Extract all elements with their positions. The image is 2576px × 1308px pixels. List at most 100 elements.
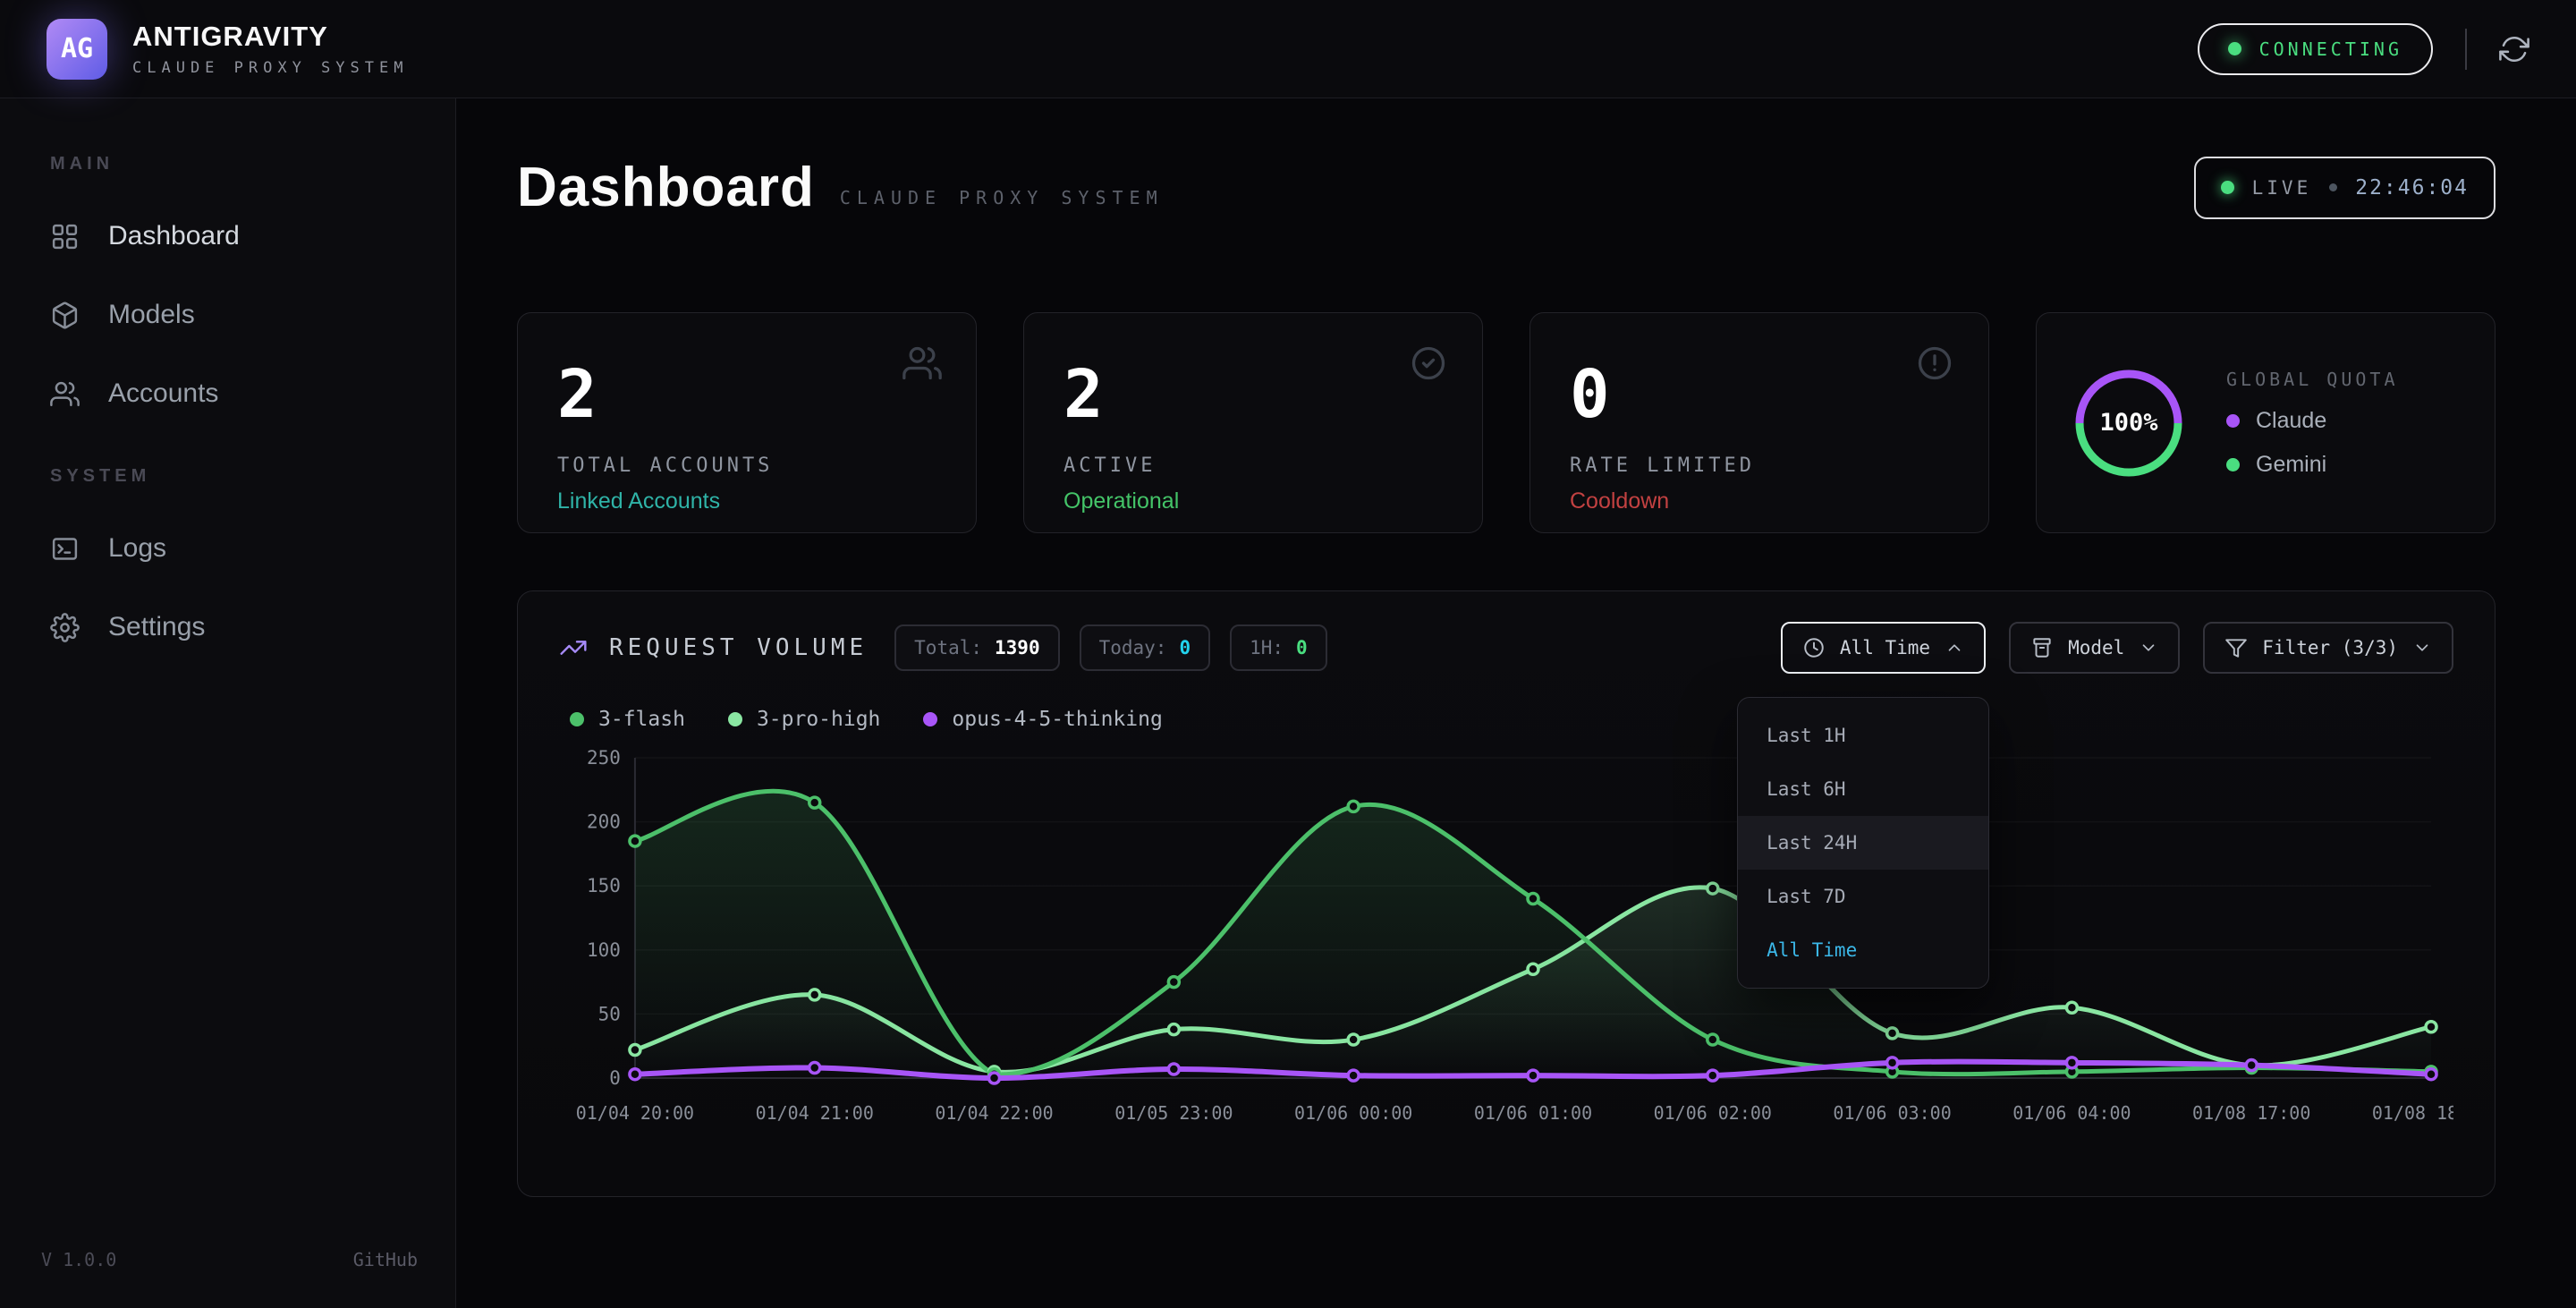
legend-item-opus-4-5-thinking: opus-4-5-thinking bbox=[923, 708, 1162, 731]
users-icon bbox=[902, 344, 942, 387]
nav-section: MAIN Dashboard Models Accounts bbox=[41, 154, 418, 423]
time-range-dropdown: Last 1HLast 6HLast 24HLast 7DAll Time bbox=[1737, 697, 1989, 989]
alert-circle-icon bbox=[1915, 344, 1954, 387]
dropdown-item-last-6h[interactable]: Last 6H bbox=[1738, 762, 1988, 816]
quota-percent: 100% bbox=[2069, 363, 2189, 483]
archive-icon bbox=[2030, 636, 2054, 659]
request-volume-panel: REQUEST VOLUME Total:1390Today:01H:0 All… bbox=[517, 590, 2496, 1197]
stat-value: 2 bbox=[557, 361, 936, 428]
sidebar-item-label: Models bbox=[108, 300, 195, 330]
legend-dot bbox=[728, 712, 742, 726]
svg-text:01/08 18:00: 01/08 18:00 bbox=[2372, 1102, 2453, 1124]
stat-value: 0 bbox=[1570, 361, 1949, 428]
stat-badge-today: Today:0 bbox=[1080, 624, 1211, 671]
stat-sublabel: Cooldown bbox=[1570, 488, 1949, 514]
app-header: AG ANTIGRAVITY CLAUDE PROXY SYSTEM CONNE… bbox=[0, 0, 2576, 98]
quota-legend-gemini: Gemini bbox=[2226, 452, 2399, 478]
header-divider bbox=[2465, 29, 2467, 70]
svg-text:01/04 22:00: 01/04 22:00 bbox=[935, 1102, 1053, 1124]
request-volume-chart: 0 50 100 150 200 250 01/04 20:00 01/04 21:00 01/… bbox=[559, 740, 2453, 1134]
github-link[interactable]: GitHub bbox=[353, 1249, 418, 1270]
filter-button[interactable]: Filter (3/3) bbox=[2203, 622, 2453, 674]
refresh-icon bbox=[2499, 34, 2529, 64]
legend-dot bbox=[570, 712, 584, 726]
chevron-up-icon bbox=[1945, 638, 1964, 658]
legend-item-3-pro-high: 3-pro-high bbox=[728, 708, 880, 731]
clock-icon bbox=[1802, 636, 1826, 659]
stat-badge-1h: 1H:0 bbox=[1230, 624, 1327, 671]
stat-card-total-accounts: 2TOTAL ACCOUNTSLinked Accounts bbox=[517, 312, 977, 533]
filter-button-label: Filter (3/3) bbox=[2262, 637, 2398, 658]
cube-icon bbox=[50, 301, 80, 330]
chevron-down-icon bbox=[2139, 638, 2158, 658]
live-clock: 22:46:04 bbox=[2355, 176, 2469, 200]
alert-circle-icon bbox=[1915, 344, 1954, 383]
check-circle-icon bbox=[1409, 344, 1448, 383]
svg-text:01/04 20:00: 01/04 20:00 bbox=[576, 1102, 694, 1124]
refresh-button[interactable] bbox=[2499, 34, 2529, 64]
sidebar-item-label: Dashboard bbox=[108, 221, 240, 251]
live-label: LIVE bbox=[2252, 177, 2312, 199]
svg-text:01/06 02:00: 01/06 02:00 bbox=[1654, 1102, 1772, 1124]
quota-legend-claude: Claude bbox=[2226, 408, 2399, 434]
nav-section-label: MAIN bbox=[50, 154, 418, 174]
sidebar-item-dashboard[interactable]: Dashboard bbox=[41, 207, 418, 266]
svg-text:50: 50 bbox=[598, 1003, 621, 1024]
app-title: ANTIGRAVITY bbox=[132, 21, 408, 53]
app-logo: AG bbox=[47, 19, 107, 80]
svg-text:250: 250 bbox=[587, 747, 621, 769]
live-status-badge: LIVE 22:46:04 bbox=[2194, 157, 2496, 219]
clock-icon bbox=[1802, 636, 1826, 659]
svg-text:100: 100 bbox=[587, 939, 621, 961]
dropdown-item-last-1h[interactable]: Last 1H bbox=[1738, 709, 1988, 762]
model-filter-button[interactable]: Model bbox=[2009, 622, 2180, 674]
sidebar: MAINDashboardModelsAccountsSYSTEMLogsSet… bbox=[0, 98, 456, 1308]
svg-text:01/06 03:00: 01/06 03:00 bbox=[1833, 1102, 1951, 1124]
nav-section: SYSTEMLogsSettings bbox=[41, 466, 418, 657]
separator-dot bbox=[2329, 183, 2337, 191]
status-dot bbox=[2228, 42, 2241, 55]
stat-card-rate-limited: 0RATE LIMITEDCooldown bbox=[1530, 312, 1989, 533]
connection-status-badge: CONNECTING bbox=[2198, 23, 2433, 75]
stat-sublabel: Linked Accounts bbox=[557, 488, 936, 514]
archive-icon bbox=[2030, 636, 2054, 659]
dropdown-item-all-time[interactable]: All Time bbox=[1738, 923, 1988, 977]
legend-dot bbox=[923, 712, 937, 726]
gear-icon bbox=[50, 613, 80, 642]
stat-sublabel: Operational bbox=[1063, 488, 1443, 514]
stat-value: 2 bbox=[1063, 361, 1443, 428]
grid-icon bbox=[50, 222, 80, 251]
app-subtitle: CLAUDE PROXY SYSTEM bbox=[132, 59, 408, 77]
quota-ring: 100% bbox=[2069, 363, 2189, 483]
sidebar-item-logs[interactable]: Logs bbox=[41, 519, 418, 578]
svg-text:01/06 01:00: 01/06 01:00 bbox=[1474, 1102, 1592, 1124]
status-label: CONNECTING bbox=[2259, 38, 2402, 60]
legend-item-3-flash: 3-flash bbox=[570, 708, 685, 731]
dropdown-item-last-24h[interactable]: Last 24H bbox=[1738, 816, 1988, 870]
svg-text:150: 150 bbox=[587, 875, 621, 896]
svg-text:01/06 00:00: 01/06 00:00 bbox=[1294, 1102, 1412, 1124]
terminal-icon bbox=[50, 534, 80, 564]
quota-title: GLOBAL QUOTA bbox=[2226, 369, 2399, 390]
sidebar-item-settings[interactable]: Settings bbox=[41, 598, 418, 657]
funnel-icon bbox=[2224, 636, 2248, 659]
users-icon bbox=[50, 379, 80, 409]
svg-text:01/06 04:00: 01/06 04:00 bbox=[2012, 1102, 2131, 1124]
svg-text:01/04 21:00: 01/04 21:00 bbox=[756, 1102, 874, 1124]
chevron-down-icon bbox=[2412, 638, 2432, 658]
svg-text:01/08 17:00: 01/08 17:00 bbox=[2192, 1102, 2310, 1124]
chevron-up-icon bbox=[1945, 638, 1964, 658]
chart-title: REQUEST VOLUME bbox=[609, 634, 868, 661]
chart-legend: 3-flash 3-pro-high opus-4-5-thinking bbox=[570, 708, 2453, 731]
svg-text:200: 200 bbox=[587, 811, 621, 833]
dropdown-item-last-7d[interactable]: Last 7D bbox=[1738, 870, 1988, 923]
page-title: Dashboard bbox=[517, 156, 815, 219]
sidebar-item-label: Logs bbox=[108, 533, 166, 564]
sidebar-item-accounts[interactable]: Accounts bbox=[41, 364, 418, 423]
sidebar-item-models[interactable]: Models bbox=[41, 285, 418, 344]
check-circle-icon bbox=[1409, 344, 1448, 387]
stat-card-active: 2ACTIVEOperational bbox=[1023, 312, 1483, 533]
time-range-button[interactable]: All Time bbox=[1781, 622, 1986, 674]
live-dot bbox=[2221, 181, 2234, 194]
svg-text:0: 0 bbox=[609, 1067, 621, 1089]
